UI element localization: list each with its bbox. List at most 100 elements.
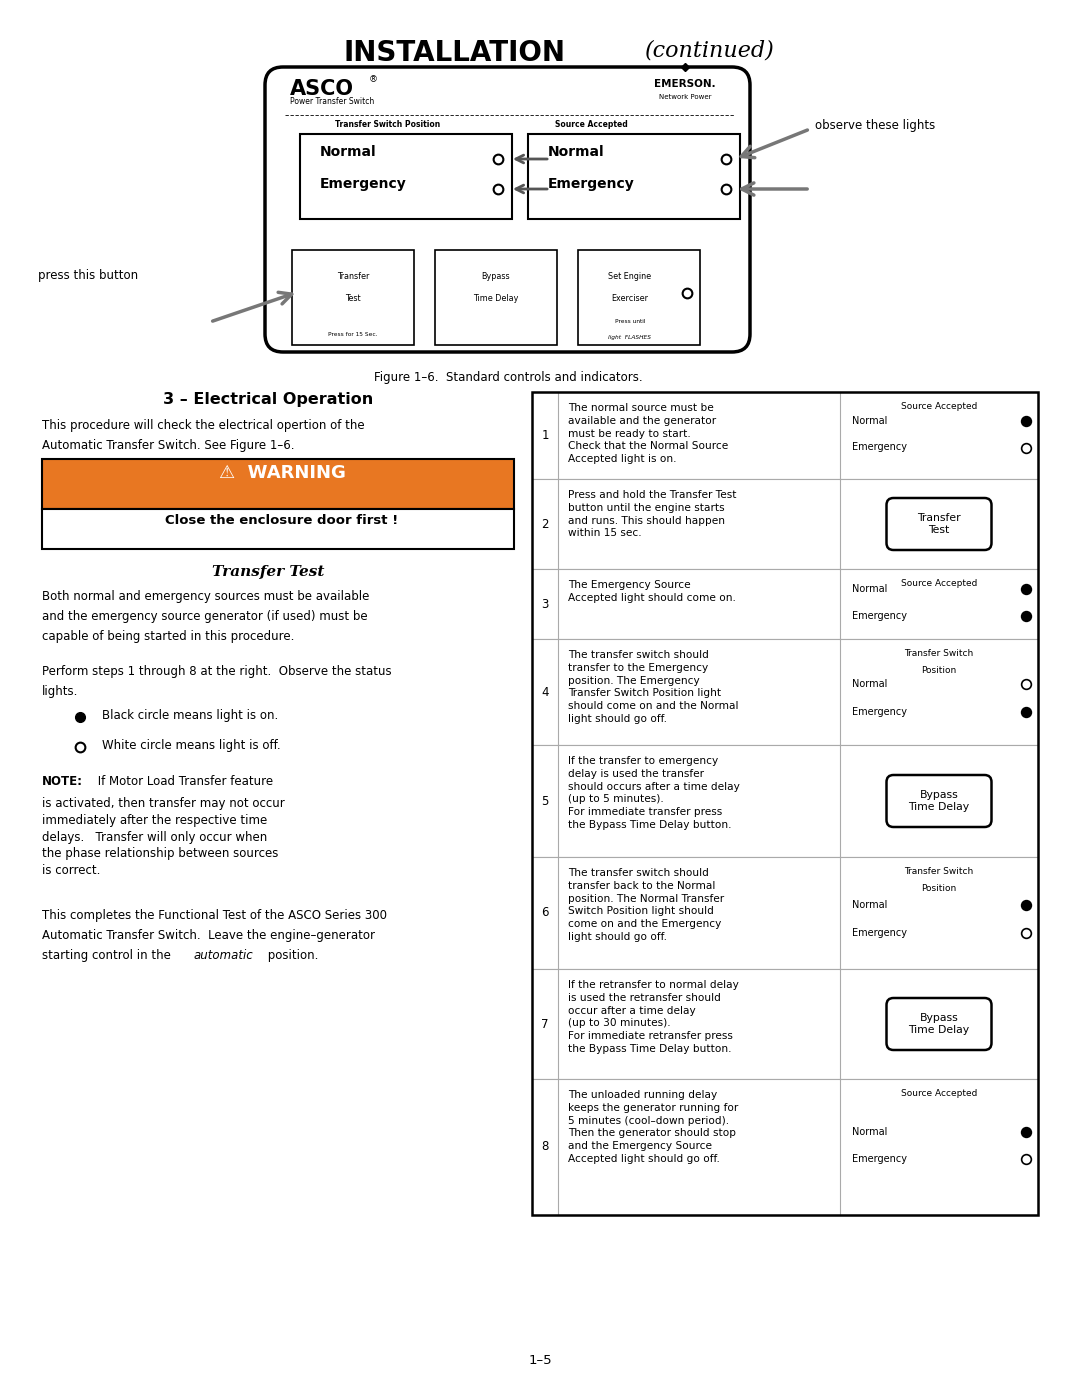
Text: EMERSON.: EMERSON. (654, 80, 716, 89)
Text: Bypass: Bypass (482, 272, 511, 281)
Text: Normal: Normal (852, 900, 888, 909)
Text: 2: 2 (541, 517, 549, 531)
Text: Transfer Switch Position: Transfer Switch Position (335, 120, 441, 129)
Text: automatic: automatic (194, 949, 254, 963)
Text: Close the enclosure door first !: Close the enclosure door first ! (165, 514, 399, 527)
Text: starting control in the: starting control in the (42, 949, 175, 963)
Text: Normal: Normal (852, 1127, 888, 1137)
FancyBboxPatch shape (887, 775, 991, 827)
Text: White circle means light is off.: White circle means light is off. (102, 739, 281, 752)
Text: Figure 1–6.  Standard controls and indicators.: Figure 1–6. Standard controls and indica… (374, 372, 643, 384)
Bar (532, 970, 1038, 1078)
Bar (300, 134, 512, 219)
Bar (528, 134, 740, 219)
Text: Emergency: Emergency (852, 443, 907, 453)
Text: The transfer switch should
transfer back to the Normal
position. The Normal Tran: The transfer switch should transfer back… (568, 868, 724, 942)
Text: ASCO: ASCO (291, 80, 354, 99)
Bar (435, 250, 557, 345)
Text: Black circle means light is on.: Black circle means light is on. (102, 710, 279, 722)
Text: Emergency: Emergency (320, 177, 407, 191)
Text: The transfer switch should
transfer to the Emergency
position. The Emergency
Tra: The transfer switch should transfer to t… (568, 650, 739, 724)
Text: Network Power: Network Power (659, 94, 712, 101)
Text: NOTE:: NOTE: (42, 775, 83, 788)
Text: If the retransfer to normal delay
is used the retransfer should
occur after a ti: If the retransfer to normal delay is use… (568, 981, 739, 1053)
Text: 3: 3 (541, 598, 549, 610)
Text: Automatic Transfer Switch. See Figure 1–6.: Automatic Transfer Switch. See Figure 1–… (42, 439, 295, 453)
Text: Time Delay: Time Delay (473, 293, 518, 303)
Bar (292, 250, 414, 345)
Text: ®: ® (369, 75, 378, 84)
Text: Both normal and emergency sources must be available: Both normal and emergency sources must b… (42, 590, 369, 604)
Bar (578, 250, 700, 345)
Text: 5: 5 (541, 795, 549, 807)
Bar (532, 856, 1038, 970)
Text: Bypass
Time Delay: Bypass Time Delay (908, 789, 970, 812)
Text: Press for 15 Sec.: Press for 15 Sec. (328, 332, 378, 337)
Text: Transfer
Test: Transfer Test (917, 513, 961, 535)
Text: Emergency: Emergency (852, 707, 907, 717)
Bar (532, 638, 1038, 745)
Text: Normal: Normal (852, 415, 888, 426)
Text: Transfer: Transfer (337, 272, 369, 281)
Text: light  FLASHES: light FLASHES (608, 335, 651, 339)
FancyBboxPatch shape (887, 997, 991, 1051)
Text: 7: 7 (541, 1017, 549, 1031)
Text: The normal source must be
available and the generator
must be ready to start.
Ch: The normal source must be available and … (568, 402, 728, 464)
Text: and the emergency source generator (if used) must be: and the emergency source generator (if u… (42, 610, 367, 623)
Text: Source Accepted: Source Accepted (901, 402, 977, 411)
Text: Exerciser: Exerciser (611, 293, 648, 303)
Text: Transfer Switch: Transfer Switch (904, 868, 974, 876)
Text: Press until: Press until (615, 319, 645, 324)
Text: lights.: lights. (42, 685, 79, 698)
Text: If Motor Load Transfer feature: If Motor Load Transfer feature (94, 775, 273, 788)
Bar (532, 1078, 1038, 1215)
Text: position.: position. (264, 949, 319, 963)
Bar (532, 569, 1038, 638)
Text: The Emergency Source
Accepted light should come on.: The Emergency Source Accepted light shou… (568, 580, 735, 602)
Text: Position: Position (921, 666, 957, 675)
Text: 1: 1 (541, 429, 549, 441)
Bar (532, 393, 1038, 479)
Text: Test: Test (346, 293, 361, 303)
Text: 8: 8 (541, 1140, 549, 1154)
Text: Power Transfer Switch: Power Transfer Switch (291, 96, 375, 106)
Text: observe these lights: observe these lights (815, 119, 935, 131)
Text: Transfer Test: Transfer Test (212, 564, 324, 578)
Bar (42, 460, 514, 509)
Text: Emergency: Emergency (852, 610, 907, 622)
Text: The unloaded running delay
keeps the generator running for
5 minutes (cool–down : The unloaded running delay keeps the gen… (568, 1090, 739, 1164)
Text: 4: 4 (541, 686, 549, 698)
Text: (continued): (continued) (645, 39, 774, 61)
FancyBboxPatch shape (265, 67, 750, 352)
Text: 3 – Electrical Operation: 3 – Electrical Operation (163, 393, 373, 407)
Text: Position: Position (921, 884, 957, 893)
Bar (42, 509, 514, 549)
Text: Emergency: Emergency (852, 928, 907, 937)
Text: Source Accepted: Source Accepted (901, 578, 977, 588)
Text: press this button: press this button (38, 268, 138, 282)
Bar (532, 393, 1038, 1215)
Text: This procedure will check the electrical opertion of the: This procedure will check the electrical… (42, 419, 365, 432)
Text: This completes the Functional Test of the ASCO Series 300: This completes the Functional Test of th… (42, 909, 387, 922)
Text: 1–5: 1–5 (528, 1354, 552, 1368)
Text: Normal: Normal (852, 679, 888, 689)
Bar (532, 479, 1038, 569)
Text: Perform steps 1 through 8 at the right.  Observe the status: Perform steps 1 through 8 at the right. … (42, 665, 392, 678)
Text: If the transfer to emergency
delay is used the transfer
should occurs after a ti: If the transfer to emergency delay is us… (568, 756, 740, 830)
Text: Bypass
Time Delay: Bypass Time Delay (908, 1013, 970, 1035)
Text: Normal: Normal (320, 145, 377, 159)
FancyBboxPatch shape (887, 497, 991, 550)
Bar (532, 745, 1038, 856)
Text: ⚠  WARNING: ⚠ WARNING (218, 464, 346, 482)
Text: INSTALLATION: INSTALLATION (345, 39, 566, 67)
Text: Normal: Normal (548, 145, 605, 159)
Text: Press and hold the Transfer Test
button until the engine starts
and runs. This s: Press and hold the Transfer Test button … (568, 490, 737, 538)
Text: Emergency: Emergency (548, 177, 635, 191)
Text: Emergency: Emergency (852, 1154, 907, 1164)
Text: Source Accepted: Source Accepted (901, 1090, 977, 1098)
Text: Normal: Normal (852, 584, 888, 594)
Text: Source Accepted: Source Accepted (555, 120, 627, 129)
Text: Automatic Transfer Switch.  Leave the engine–generator: Automatic Transfer Switch. Leave the eng… (42, 929, 375, 942)
Text: 6: 6 (541, 907, 549, 919)
Text: capable of being started in this procedure.: capable of being started in this procedu… (42, 630, 295, 643)
